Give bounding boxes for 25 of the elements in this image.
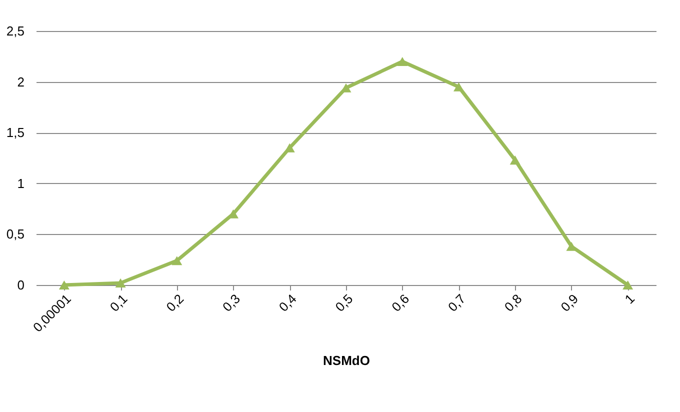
- x-tick-label: 0,2: [163, 291, 187, 314]
- x-tick-label: 0,4: [276, 291, 300, 314]
- y-tick-label: 2: [17, 74, 24, 90]
- y-tick-label: 1,5: [6, 125, 24, 140]
- point: [622, 280, 634, 290]
- x-tick-label: 0,3: [220, 291, 243, 314]
- y-tick-label: 0,5: [6, 226, 24, 242]
- x-axis-title: NSMdO: [323, 352, 370, 368]
- x-tick-label: 0,9: [558, 291, 582, 314]
- point: [397, 56, 408, 66]
- y-tick-label: 1: [17, 176, 24, 191]
- x-tick-label: 0,5: [332, 291, 356, 314]
- point: [115, 278, 126, 288]
- x-tick-label: 1: [622, 291, 638, 307]
- x-tick-label: 0,7: [445, 291, 468, 314]
- point: [58, 280, 70, 290]
- y-tick-label: 2,5: [6, 24, 24, 38]
- x-tick-label: 0,6: [388, 291, 412, 314]
- point: [510, 155, 520, 165]
- point: [284, 143, 295, 152]
- point: [172, 256, 182, 266]
- x-tick-label: 0,8: [501, 291, 525, 314]
- y-tick-label: 0: [17, 278, 24, 292]
- point: [453, 82, 464, 92]
- x-tick-label: 0,1: [106, 291, 130, 314]
